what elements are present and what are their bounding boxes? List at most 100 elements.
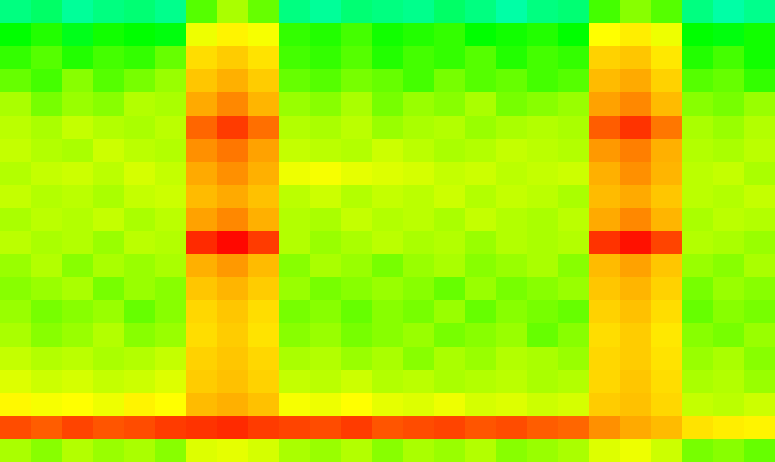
cell: [589, 139, 620, 162]
cell: [403, 23, 434, 46]
cell: [589, 370, 620, 393]
cell: [93, 162, 124, 185]
cell: [372, 0, 403, 23]
cell: [0, 416, 31, 439]
cell: [124, 347, 155, 370]
cell: [651, 347, 682, 370]
cell: [0, 323, 31, 347]
cell: [124, 116, 155, 139]
cell: [651, 439, 682, 462]
cell: [620, 23, 651, 46]
cell: [403, 116, 434, 139]
cell: [0, 23, 31, 46]
cell: [62, 277, 93, 300]
cell: [341, 277, 372, 300]
cell: [713, 416, 744, 439]
cell: [465, 208, 496, 231]
cell: [93, 254, 124, 277]
cell: [527, 69, 558, 92]
cell: [744, 23, 775, 46]
cell: [651, 208, 682, 231]
cell: [155, 370, 186, 393]
cell: [217, 231, 248, 254]
cell: [620, 393, 651, 416]
cell: [744, 208, 775, 231]
cell: [682, 347, 713, 370]
cell: [465, 92, 496, 116]
cell: [248, 323, 279, 347]
cell: [558, 347, 589, 370]
cell: [279, 254, 310, 277]
cell: [527, 162, 558, 185]
cell: [341, 231, 372, 254]
cell: [0, 208, 31, 231]
cell: [434, 162, 465, 185]
cell: [744, 393, 775, 416]
cell: [651, 185, 682, 208]
cell: [93, 69, 124, 92]
cell: [155, 208, 186, 231]
cell: [310, 23, 341, 46]
heatmap-chart: [0, 0, 775, 462]
cell: [310, 208, 341, 231]
cell: [341, 0, 372, 23]
cell: [279, 231, 310, 254]
cell: [620, 162, 651, 185]
cell: [310, 92, 341, 116]
cell: [279, 300, 310, 323]
cell: [744, 185, 775, 208]
cell: [465, 116, 496, 139]
cell: [248, 185, 279, 208]
cell: [217, 370, 248, 393]
cell: [31, 300, 62, 323]
cell: [465, 416, 496, 439]
cell: [93, 370, 124, 393]
cell: [465, 254, 496, 277]
cell: [124, 323, 155, 347]
cell: [403, 92, 434, 116]
cell: [434, 416, 465, 439]
cell: [124, 46, 155, 69]
cell: [93, 185, 124, 208]
cell: [0, 347, 31, 370]
cell: [589, 323, 620, 347]
cell: [620, 370, 651, 393]
cell: [620, 231, 651, 254]
cell: [186, 323, 217, 347]
cell: [651, 231, 682, 254]
cell: [31, 139, 62, 162]
cell: [496, 0, 527, 23]
cell: [527, 116, 558, 139]
cell: [310, 139, 341, 162]
cell: [620, 69, 651, 92]
cell: [651, 116, 682, 139]
cell: [589, 347, 620, 370]
cell: [372, 439, 403, 462]
cell: [620, 116, 651, 139]
cell: [31, 69, 62, 92]
cell: [682, 162, 713, 185]
cell: [620, 208, 651, 231]
cell: [589, 300, 620, 323]
cell: [186, 231, 217, 254]
cell: [124, 92, 155, 116]
cell: [341, 370, 372, 393]
cell: [155, 23, 186, 46]
cell: [186, 370, 217, 393]
cell: [496, 46, 527, 69]
cell: [682, 185, 713, 208]
cell: [310, 347, 341, 370]
cell: [465, 46, 496, 69]
cell: [155, 416, 186, 439]
cell: [62, 439, 93, 462]
cell: [403, 162, 434, 185]
cell: [310, 185, 341, 208]
cell: [620, 277, 651, 300]
cell: [713, 439, 744, 462]
cell: [248, 208, 279, 231]
cell: [682, 0, 713, 23]
cell: [93, 300, 124, 323]
cell: [31, 254, 62, 277]
cell: [713, 162, 744, 185]
cell: [0, 162, 31, 185]
